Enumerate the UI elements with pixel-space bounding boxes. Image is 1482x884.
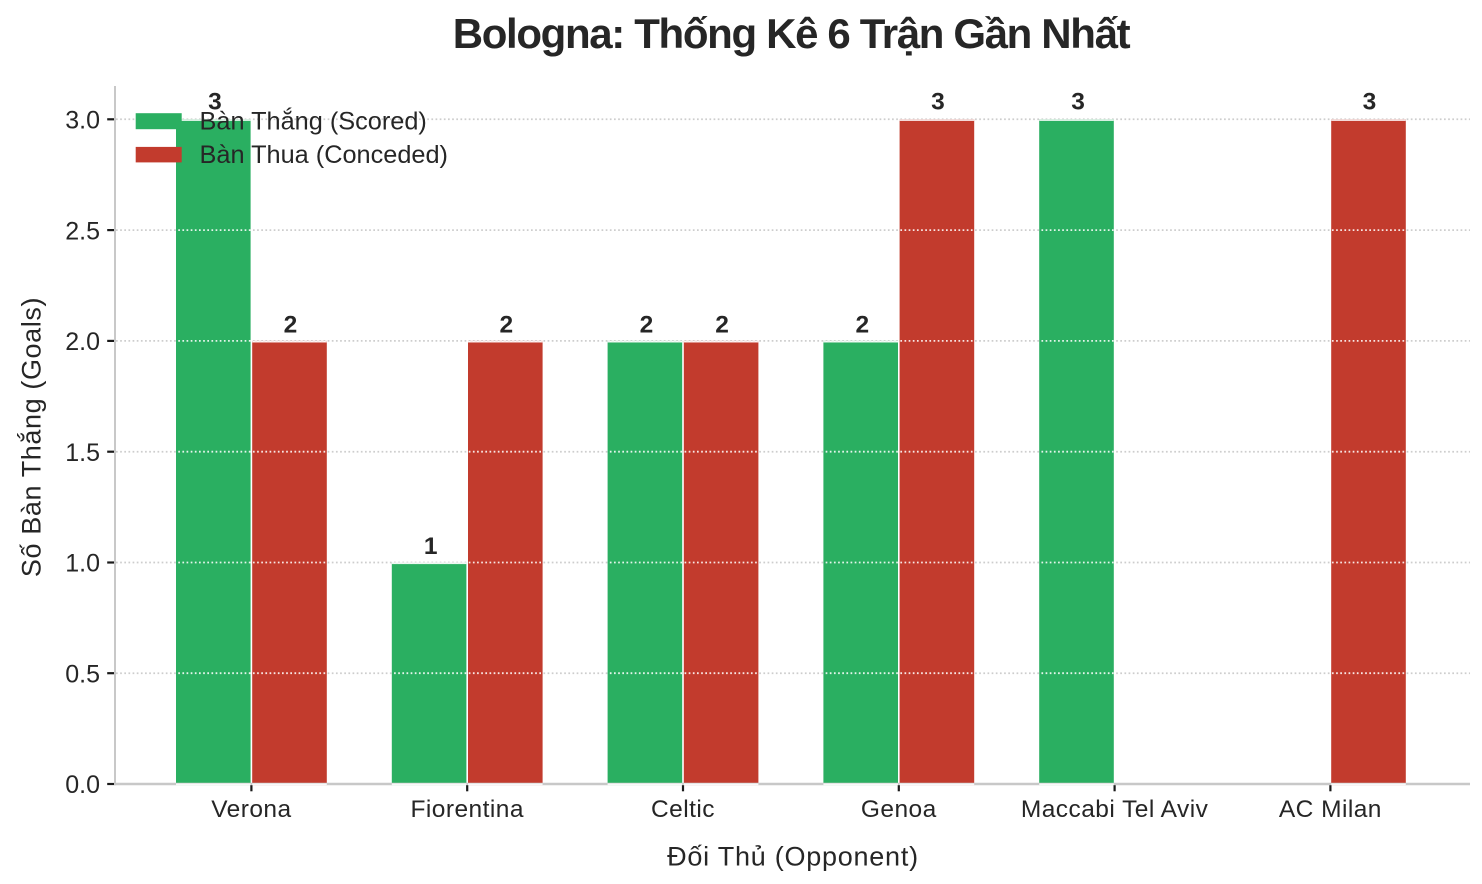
svg-text:Celtic: Celtic (651, 796, 715, 823)
svg-text:2: 2 (284, 312, 298, 339)
svg-text:2: 2 (640, 312, 654, 339)
svg-text:3.0: 3.0 (65, 107, 100, 135)
svg-text:2: 2 (855, 312, 869, 339)
svg-text:0.0: 0.0 (65, 771, 100, 799)
svg-text:Bologna: Thống Kê 6 Trận Gần N: Bologna: Thống Kê 6 Trận Gần Nhất (453, 10, 1131, 57)
svg-text:Maccabi Tel Aviv: Maccabi Tel Aviv (1021, 796, 1209, 823)
svg-text:Bàn Thua (Conceded): Bàn Thua (Conceded) (200, 141, 448, 169)
svg-text:Số Bàn Thắng (Goals): Số Bàn Thắng (Goals) (16, 297, 47, 577)
svg-text:3: 3 (208, 89, 222, 116)
svg-text:1.5: 1.5 (65, 439, 100, 467)
svg-text:2: 2 (715, 312, 729, 339)
svg-text:3: 3 (1363, 89, 1377, 116)
svg-text:1.0: 1.0 (65, 550, 100, 578)
svg-text:3: 3 (1071, 89, 1085, 116)
svg-text:2.5: 2.5 (65, 217, 100, 245)
svg-text:2: 2 (499, 312, 513, 339)
svg-text:Verona: Verona (211, 796, 291, 823)
svg-text:Genoa: Genoa (861, 796, 937, 823)
svg-text:Đối Thủ (Opponent): Đối Thủ (Opponent) (667, 841, 919, 871)
svg-text:Fiorentina: Fiorentina (410, 796, 523, 823)
svg-text:0.5: 0.5 (65, 660, 100, 688)
svg-text:AC Milan: AC Milan (1279, 796, 1382, 823)
svg-text:Bàn Thắng (Scored): Bàn Thắng (Scored) (200, 107, 427, 136)
svg-text:1: 1 (424, 533, 438, 560)
svg-text:3: 3 (931, 89, 945, 116)
svg-text:2.0: 2.0 (65, 328, 100, 356)
